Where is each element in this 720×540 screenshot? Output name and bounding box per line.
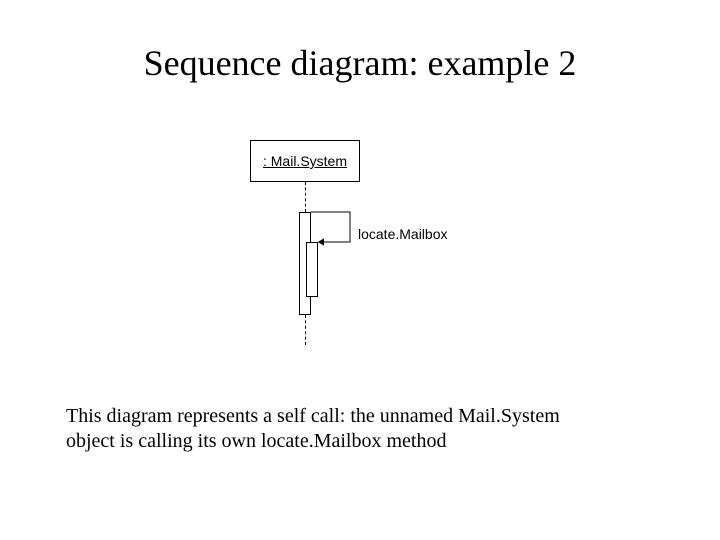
message-label: locate.Mailbox [358,226,448,242]
sequence-diagram: : Mail.System locate.Mailbox [250,140,510,365]
slide-title: Sequence diagram: example 2 [0,42,720,84]
caption-line-2: object is calling its own locate.Mailbox… [66,430,446,452]
self-call-arrow [250,140,510,365]
caption-text: This diagram represents a self call: the… [66,404,560,454]
caption-line-1: This diagram represents a self call: the… [66,405,560,427]
